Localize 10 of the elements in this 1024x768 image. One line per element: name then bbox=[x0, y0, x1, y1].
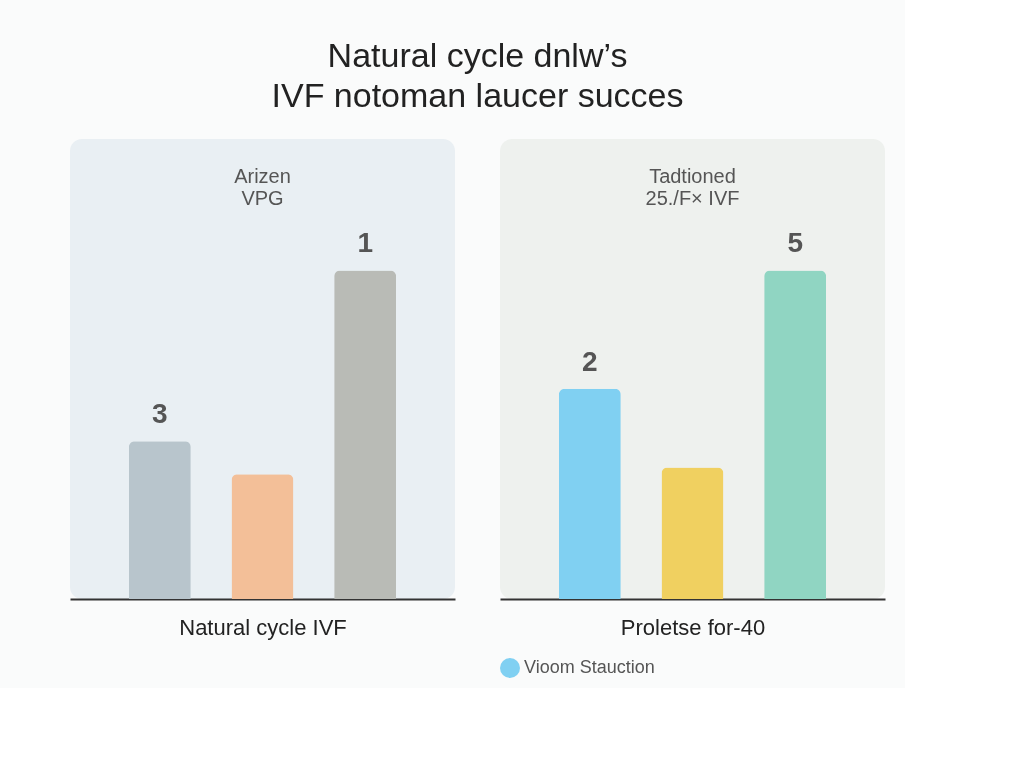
text: 5 bbox=[787, 227, 803, 259]
x-axis-title: Natural cycle IVF bbox=[179, 614, 347, 640]
chart-title: Natural cycle dnlw’s IVF notoman laucer succes bbox=[271, 36, 684, 114]
x-axis-title: Proletse for-40 bbox=[620, 614, 766, 640]
text: 1 bbox=[357, 227, 373, 259]
annotation: 3 bbox=[152, 398, 168, 430]
legend-label: Vioom Stauction bbox=[524, 657, 655, 677]
chart-subtitle: Tadtioned 25./F× IVF bbox=[645, 165, 740, 209]
chart-subtitle: Arizen VPG bbox=[234, 165, 291, 209]
annotation: 2 bbox=[582, 345, 598, 377]
